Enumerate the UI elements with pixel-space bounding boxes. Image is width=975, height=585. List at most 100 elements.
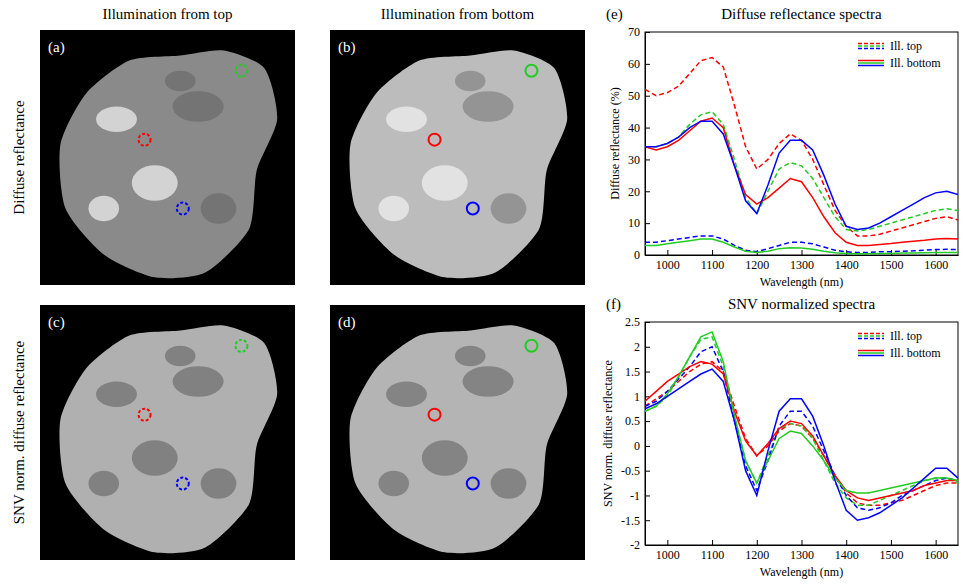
tissue-texture [201, 468, 237, 499]
series-line [645, 57, 958, 235]
legend-swatch [858, 333, 884, 335]
tick-mark [712, 540, 713, 545]
series-line [645, 118, 958, 245]
chart: Diffuse reflectance spectra(e)1000110012… [606, 6, 959, 289]
tick: 1400 [835, 540, 859, 562]
tick-label: 2.5 [625, 315, 640, 329]
tick-mark [712, 250, 713, 255]
tick-label: 0.5 [625, 414, 640, 428]
panel-letter: (a) [48, 39, 65, 56]
legend-swatch [858, 65, 884, 67]
spot-marker [177, 203, 189, 215]
image-background [330, 30, 585, 285]
tissue-texture [173, 366, 224, 397]
legend-swatch [858, 62, 884, 64]
axis-line [645, 33, 646, 256]
tick-mark [645, 322, 650, 323]
tick: 1600 [924, 540, 948, 562]
series-line [645, 236, 958, 253]
tick-mark [891, 540, 892, 545]
tick: 1.5 [625, 365, 650, 379]
spot-marker [235, 65, 247, 77]
legend-swatch [858, 350, 884, 352]
legend-label: Ill. top [890, 329, 922, 343]
tick-label: 1100 [701, 258, 725, 272]
tick-mark [645, 347, 650, 348]
legend-swatch [858, 45, 884, 47]
tick-label: -1 [630, 489, 640, 503]
tissue-texture [463, 366, 514, 397]
tick-mark [645, 372, 650, 373]
image-panel: (a) [40, 30, 295, 285]
series-line [645, 347, 958, 511]
tick-label: 1.5 [625, 365, 640, 379]
tick: -1.5 [621, 514, 650, 528]
chart: SNV normalized spectra(f)100011001200130… [601, 296, 959, 579]
tick-label: 0 [634, 439, 640, 453]
tick-mark [645, 32, 650, 33]
tissue-texture [165, 71, 196, 91]
x-axis-title: Wavelength (nm) [760, 275, 843, 289]
tick: 0 [634, 439, 650, 453]
panel-letter: (c) [48, 314, 65, 331]
tick-label: 10 [628, 216, 640, 230]
tick: 1000 [656, 540, 680, 562]
tissue-texture [455, 346, 486, 366]
tissue-texture [165, 346, 196, 366]
image-panel: (d) [330, 305, 585, 560]
tick-mark [802, 250, 803, 255]
tissue [59, 50, 277, 278]
tissue-texture [378, 471, 409, 497]
series-line [645, 362, 958, 501]
tissue-texture [201, 193, 237, 224]
tick-label: 1200 [745, 548, 769, 562]
tick-label: 1000 [656, 258, 680, 272]
y-axis: 010203040506070 [628, 25, 650, 262]
legend-label: Ill. bottom [890, 346, 941, 360]
image-panel: (c) [40, 305, 295, 560]
spot-marker [525, 65, 537, 77]
tick-label: 0 [634, 248, 640, 262]
tick-label: 2 [634, 340, 640, 354]
image-background [330, 305, 585, 560]
tissue-texture [386, 382, 427, 408]
tick-label: 70 [628, 25, 640, 39]
tick-mark [645, 159, 650, 160]
image-panel: (b) [330, 30, 585, 285]
plot-lines [645, 332, 958, 520]
y-axis-title: SNV norm. diffuse reflectance [601, 360, 615, 507]
tissue-texture [491, 468, 527, 499]
tick: 1200 [745, 250, 769, 272]
tick-mark [645, 191, 650, 192]
series-line [645, 332, 958, 493]
y-axis: -2-1.5-1-0.500.511.522.5 [621, 315, 650, 552]
tick-label: 30 [628, 153, 640, 167]
tick-label: 1400 [835, 258, 859, 272]
tick-mark [645, 223, 650, 224]
tick-mark [645, 255, 650, 256]
tick: 60 [628, 57, 650, 71]
tick-label: 1200 [745, 258, 769, 272]
tick-label: 1400 [835, 548, 859, 562]
tick-label: 1500 [879, 548, 903, 562]
plot-lines [645, 57, 958, 253]
column-title: Illumination from top [103, 6, 233, 22]
chart-title: SNV normalized spectra [728, 296, 876, 312]
tick-mark [645, 128, 650, 129]
tick: 70 [628, 25, 650, 39]
tick: 1100 [701, 250, 725, 272]
image-background [40, 305, 295, 560]
tissue [349, 325, 567, 553]
tick: 1200 [745, 540, 769, 562]
tissue-texture [422, 440, 468, 476]
tick-label: 1600 [924, 258, 948, 272]
tick-mark [645, 520, 650, 521]
tick: 20 [628, 185, 650, 199]
tissue-texture [96, 382, 137, 408]
panel-letter: (f) [606, 296, 621, 313]
tick-label: 1000 [656, 548, 680, 562]
tick: 1000 [656, 250, 680, 272]
tick: 2 [634, 340, 650, 354]
tick-mark [645, 96, 650, 97]
spot-marker [525, 340, 537, 352]
